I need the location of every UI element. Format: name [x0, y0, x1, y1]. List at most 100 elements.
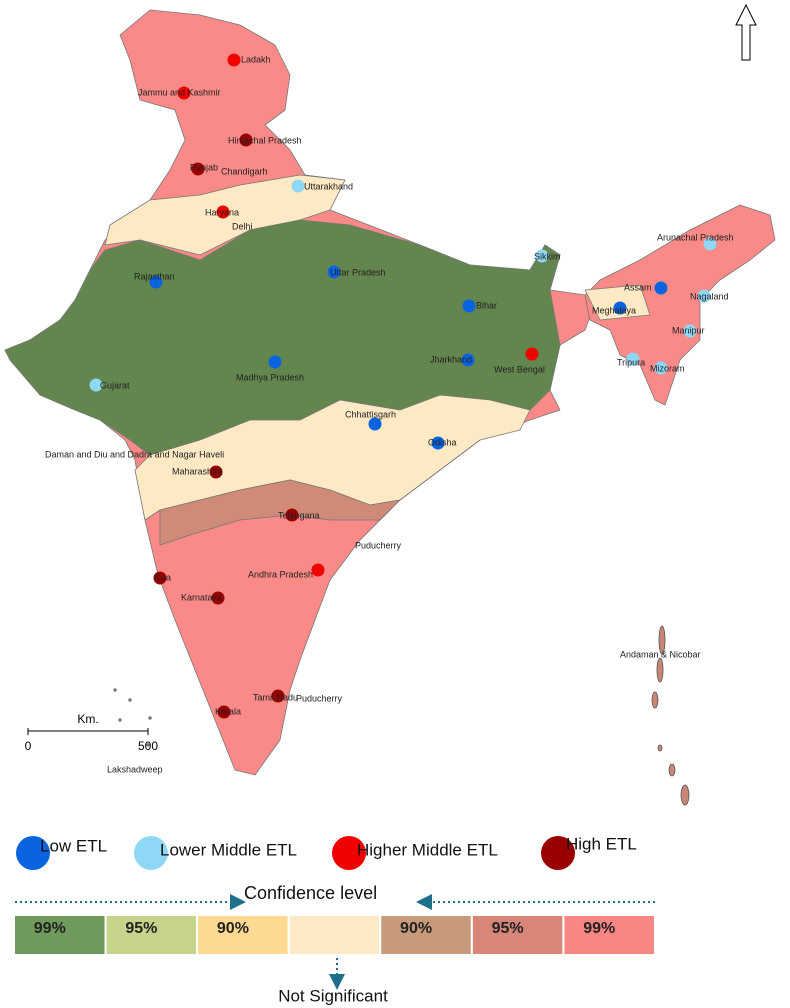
state-marker — [613, 301, 627, 315]
state-marker — [209, 465, 223, 479]
state-label: Bihar — [476, 300, 497, 310]
state-label: Daman and Diu and Dadra and Nagar Haveli — [45, 449, 224, 459]
confidence-cell — [470, 914, 565, 956]
north-arrow — [735, 3, 757, 61]
state-label: Madhya Pradesh — [236, 372, 304, 382]
confidence-label: 99% — [583, 920, 615, 937]
confidence-title: Confidence level — [244, 883, 377, 903]
confidence-cell — [287, 914, 382, 956]
state-marker — [227, 53, 241, 67]
legend-label: Low ETL — [40, 836, 107, 855]
state-label: Karnataka — [181, 592, 222, 602]
state-label: Chhattisgarh — [345, 409, 396, 419]
state-label: Meghalaya — [592, 305, 636, 315]
confidence-label: 99% — [34, 920, 66, 937]
confidence-cell — [196, 914, 290, 956]
state-label: Maharashtra — [172, 466, 223, 476]
state-label: Telangana — [278, 510, 320, 520]
state-marker — [683, 324, 697, 338]
state-marker — [271, 689, 285, 703]
state-label: West Bengal — [494, 364, 545, 374]
state-marker — [654, 361, 668, 375]
state-marker — [368, 417, 382, 431]
state-label: Himachal Pradesh — [228, 135, 302, 145]
state-label: Andaman & Nicobar — [620, 649, 701, 659]
state-label: Tripura — [617, 357, 645, 367]
state-marker — [462, 299, 476, 313]
state-labels: Ladakh Jammu and Kashmir Himachal Pradesh P… — [45, 53, 734, 774]
confidence-cell — [13, 914, 107, 956]
state-marker — [191, 162, 205, 176]
state-label: Tamil Nadu — [253, 692, 298, 702]
state-label: Jammu and Kashmir — [138, 87, 221, 97]
state-label: Ladakh — [241, 54, 271, 64]
state-marker — [626, 352, 640, 366]
legend: Low ETL Lower Middle ETL Higher Middle ETL… — [16, 834, 637, 870]
scale-bar — [27, 728, 149, 735]
confidence-label: 95% — [125, 920, 157, 937]
state-marker — [311, 563, 325, 577]
state-marker — [535, 249, 549, 263]
state-marker — [211, 591, 225, 605]
state-label: Gujarat — [100, 380, 130, 390]
state-label: Goa — [154, 572, 171, 582]
legend-label: High ETL — [566, 834, 637, 853]
legend-swatch — [541, 836, 575, 870]
southern-band — [159, 479, 401, 546]
state-marker — [89, 378, 103, 392]
state-marker — [291, 179, 305, 193]
state-label: Nagaland — [690, 291, 729, 301]
state-marker — [216, 205, 230, 219]
state-label: Haryana — [205, 207, 239, 217]
state-marker — [461, 353, 475, 367]
legend-swatch — [16, 836, 50, 870]
state-label: Uttarakhand — [304, 181, 353, 191]
state-marker — [177, 86, 191, 100]
state-label: Mizoram — [650, 363, 685, 373]
state-label: Punjab — [190, 162, 218, 172]
state-label: Uttar Pradesh — [330, 267, 386, 277]
state-label: Assam — [624, 282, 652, 292]
state-label: Delhi — [232, 221, 253, 231]
state-label: Lakshadweep — [107, 764, 163, 774]
state-marker — [327, 265, 341, 279]
state-marker — [217, 705, 231, 719]
state-marker — [697, 289, 711, 303]
confidence-bar: Confidence level 99% 95% 90% 90% 95% 99% Not Si… — [13, 883, 657, 1005]
state-marker — [153, 571, 167, 585]
state-label: Kerala — [215, 706, 241, 716]
state-label: Manipur — [672, 325, 705, 335]
state-label: Rajasthan — [134, 271, 175, 281]
legend-label: Higher Middle ETL — [357, 840, 498, 859]
state-marker — [149, 275, 163, 289]
confidence-cell — [379, 914, 473, 956]
state-marker — [285, 508, 299, 522]
state-label: Sikkim — [534, 251, 561, 261]
confidence-label: 90% — [400, 920, 432, 937]
islands — [113, 625, 690, 806]
scale-tick: 0 — [25, 739, 32, 753]
map — [4, 9, 776, 806]
state-marker — [268, 355, 282, 369]
not-significant-label: Not Significant — [278, 986, 388, 1005]
state-label: Arunachal Pradesh — [657, 232, 734, 242]
state-marker — [654, 281, 668, 295]
confidence-cell — [104, 914, 199, 956]
state-label: Andhra Pradesh — [248, 569, 313, 579]
state-label: Puducherry — [296, 693, 343, 703]
scale-unit: Km. — [77, 712, 98, 726]
legend-swatch — [134, 836, 168, 870]
state-label: Puducherry — [355, 540, 402, 550]
state-marker — [525, 347, 539, 361]
state-label: Chandigarh — [221, 166, 268, 176]
state-label: Odisha — [428, 437, 457, 447]
state-marker — [431, 436, 445, 450]
confidence-cell — [562, 914, 657, 956]
confidence-label: 95% — [492, 920, 524, 937]
scale-tick: 500 — [138, 739, 158, 753]
state-marker — [239, 133, 253, 147]
state-label: Jharkhand — [430, 354, 472, 364]
legend-label: Lower Middle ETL — [160, 840, 297, 859]
state-marker — [703, 237, 717, 251]
